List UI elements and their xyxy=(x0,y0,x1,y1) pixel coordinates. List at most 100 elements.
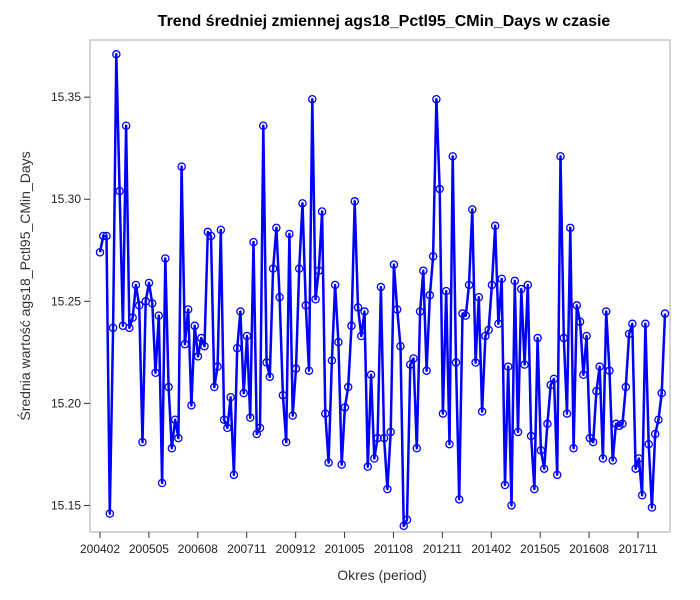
data-point xyxy=(196,333,206,343)
data-point xyxy=(99,231,108,241)
y-tick-label: 15.25 xyxy=(51,294,81,308)
data-point xyxy=(477,407,487,416)
data-point xyxy=(167,444,177,453)
data-point xyxy=(174,433,183,443)
data-point xyxy=(360,307,369,316)
y-tick-label: 15.35 xyxy=(51,90,81,104)
data-point xyxy=(379,433,389,443)
data-point xyxy=(520,360,529,369)
data-point xyxy=(370,454,379,463)
data-point xyxy=(445,439,454,449)
data-point xyxy=(210,382,219,392)
plot-frame xyxy=(89,39,671,533)
data-point xyxy=(255,423,265,433)
data-point xyxy=(357,331,366,341)
data-point xyxy=(386,427,395,437)
x-tick-label: 200505 xyxy=(129,542,169,556)
data-point xyxy=(291,364,301,373)
x-tick-label: 201211 xyxy=(423,542,462,556)
x-axis: 200402 200505 200608 200711 200912 201005 2011… xyxy=(80,532,658,556)
data-point xyxy=(340,403,350,412)
data-point xyxy=(487,280,497,290)
data-point xyxy=(187,401,196,410)
data-point xyxy=(494,319,503,329)
data-point xyxy=(549,374,559,384)
data-point xyxy=(438,409,448,418)
data-point xyxy=(425,290,435,300)
data-point xyxy=(327,356,337,365)
data-point xyxy=(572,301,582,310)
data-point xyxy=(402,515,412,525)
data-point xyxy=(569,444,578,453)
data-point xyxy=(448,152,457,161)
data-point xyxy=(484,325,493,335)
data-point xyxy=(288,411,297,420)
data-point xyxy=(644,439,653,449)
data-point xyxy=(575,317,585,326)
data-point xyxy=(324,458,333,467)
data-point xyxy=(392,305,402,314)
data-point xyxy=(154,311,164,320)
data-point xyxy=(419,266,428,275)
data-point xyxy=(415,307,425,316)
data-point xyxy=(634,454,644,463)
data-point xyxy=(134,301,144,310)
data-point xyxy=(654,415,663,424)
data-point xyxy=(566,223,575,233)
data-point xyxy=(242,331,252,341)
data-point xyxy=(513,427,523,437)
data-point xyxy=(298,199,307,208)
data-point xyxy=(383,484,392,494)
data-point xyxy=(249,237,258,247)
data-point xyxy=(500,480,510,490)
series-line xyxy=(98,53,667,528)
data-point xyxy=(229,470,239,480)
data-point xyxy=(412,444,422,453)
data-point xyxy=(579,370,588,380)
data-point xyxy=(507,501,516,510)
data-point xyxy=(468,205,477,214)
x-tick-label: 201608 xyxy=(569,542,609,556)
data-point xyxy=(363,462,373,471)
data-point xyxy=(350,197,359,206)
data-point xyxy=(435,184,444,194)
data-point xyxy=(193,352,203,361)
x-tick-label: 200912 xyxy=(276,542,316,556)
data-point xyxy=(164,382,173,392)
data-point xyxy=(631,464,640,473)
data-point xyxy=(190,321,199,331)
y-tick-label: 15.30 xyxy=(51,192,81,206)
data-point xyxy=(624,329,634,339)
data-point xyxy=(200,341,209,351)
data-point xyxy=(268,264,278,273)
data-point xyxy=(582,331,591,341)
data-point xyxy=(131,280,141,290)
data-point xyxy=(588,437,598,447)
data-point xyxy=(148,299,157,308)
data-point xyxy=(510,276,520,286)
data-point xyxy=(161,254,170,263)
data-point xyxy=(151,368,160,378)
data-point xyxy=(239,388,248,398)
data-point xyxy=(621,382,631,392)
data-point xyxy=(428,252,438,261)
data-point xyxy=(304,366,314,375)
data-point xyxy=(598,454,608,463)
data-point xyxy=(432,94,441,104)
data-point xyxy=(647,503,657,512)
data-point xyxy=(497,274,506,284)
data-point xyxy=(353,303,363,312)
chart-title: Trend średniej zmiennej ags18_Pctl95_CMi… xyxy=(158,13,611,30)
data-point xyxy=(637,491,647,500)
data-point xyxy=(278,390,288,400)
data-point xyxy=(317,207,327,216)
data-point xyxy=(262,358,271,367)
data-point xyxy=(464,280,474,290)
data-point xyxy=(321,409,330,418)
data-point xyxy=(144,278,154,288)
data-point xyxy=(105,509,115,518)
data-point xyxy=(552,470,562,480)
data-point xyxy=(272,223,281,233)
data-point xyxy=(125,323,134,333)
data-point xyxy=(138,437,147,447)
